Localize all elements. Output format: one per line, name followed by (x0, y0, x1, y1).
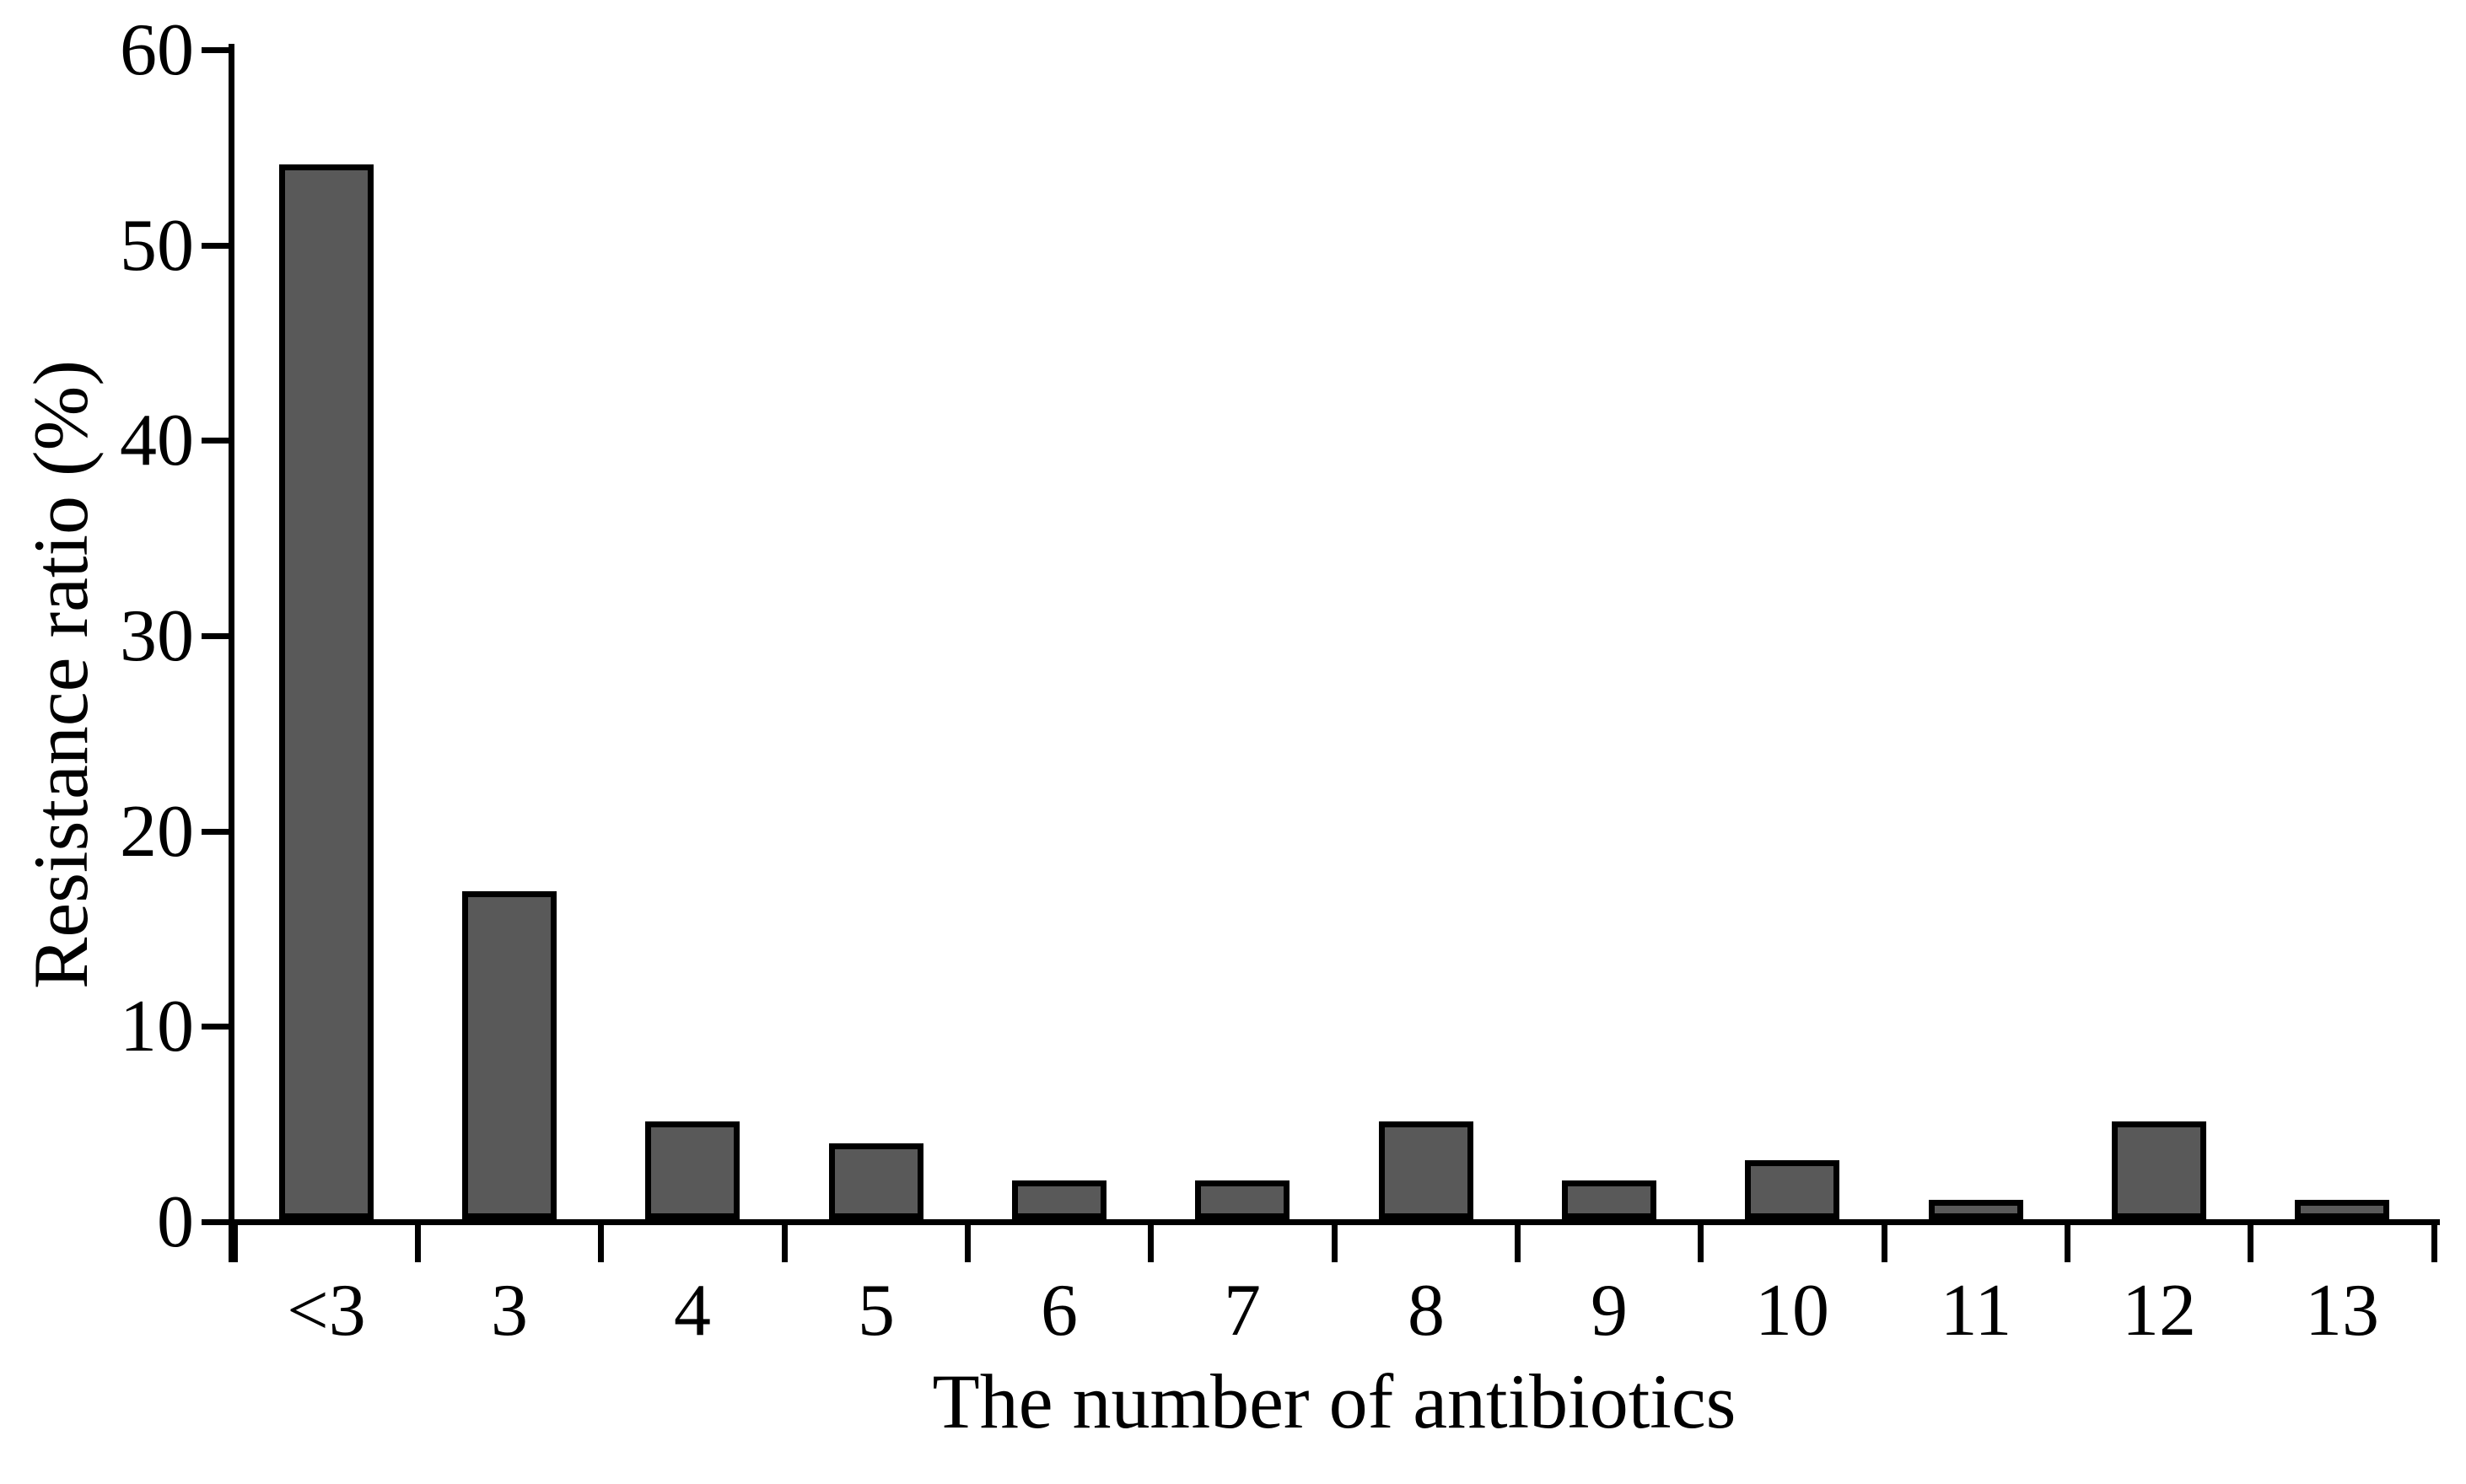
x-tick (1698, 1225, 1704, 1262)
bar-lt3 (279, 164, 374, 1219)
x-tick (1515, 1225, 1521, 1262)
x-tick (2065, 1225, 2070, 1262)
x-tick (1148, 1225, 1154, 1262)
y-tick-label: 20 (120, 791, 194, 873)
x-tick-label: 9 (1591, 1270, 1628, 1352)
x-tick-label: <3 (287, 1270, 366, 1352)
bar-8 (1379, 1121, 1473, 1219)
x-tick (782, 1225, 788, 1262)
y-tick (202, 829, 229, 835)
bar-10 (1745, 1160, 1839, 1219)
x-tick (1332, 1225, 1338, 1262)
x-tick-label: 7 (1224, 1270, 1261, 1352)
y-tick (202, 633, 229, 639)
x-tick (598, 1225, 604, 1262)
x-tick-label: 3 (491, 1270, 528, 1352)
x-tick-label: 5 (858, 1270, 895, 1352)
x-tick-label: 11 (1940, 1270, 2012, 1352)
y-tick-label: 50 (120, 205, 194, 287)
y-axis-line (229, 44, 234, 1262)
x-tick-label: 10 (1755, 1270, 1829, 1352)
x-tick (415, 1225, 421, 1262)
bar-9 (1562, 1180, 1656, 1219)
bar-13 (2295, 1200, 2389, 1219)
x-tick (2248, 1225, 2253, 1262)
y-tick-label: 10 (120, 986, 194, 1067)
x-tick (1882, 1225, 1887, 1262)
bar-3 (462, 891, 557, 1219)
y-tick-label: 40 (120, 400, 194, 481)
bar-7 (1195, 1180, 1290, 1219)
y-tick (202, 1219, 229, 1225)
y-tick-label: 0 (157, 1181, 194, 1263)
bar-4 (645, 1121, 740, 1219)
y-tick-label: 60 (120, 9, 194, 91)
x-tick (2431, 1225, 2437, 1262)
x-axis-line (229, 1219, 2440, 1225)
x-tick (965, 1225, 971, 1262)
y-tick (202, 1024, 229, 1030)
y-tick (202, 243, 229, 249)
y-tick (202, 47, 229, 53)
x-tick-label: 8 (1408, 1270, 1445, 1352)
y-tick-label: 30 (120, 595, 194, 677)
bar-5 (829, 1143, 923, 1219)
bar-6 (1012, 1180, 1106, 1219)
bar-11 (1929, 1200, 2023, 1219)
x-axis-title: The number of antibiotics (932, 1358, 1736, 1444)
y-tick (202, 438, 229, 444)
x-tick (232, 1225, 238, 1262)
x-tick-label: 4 (674, 1270, 711, 1352)
x-tick-label: 12 (2122, 1270, 2196, 1352)
bar-12 (2112, 1121, 2206, 1219)
x-tick-label: 13 (2305, 1270, 2379, 1352)
x-tick-label: 6 (1041, 1270, 1078, 1352)
